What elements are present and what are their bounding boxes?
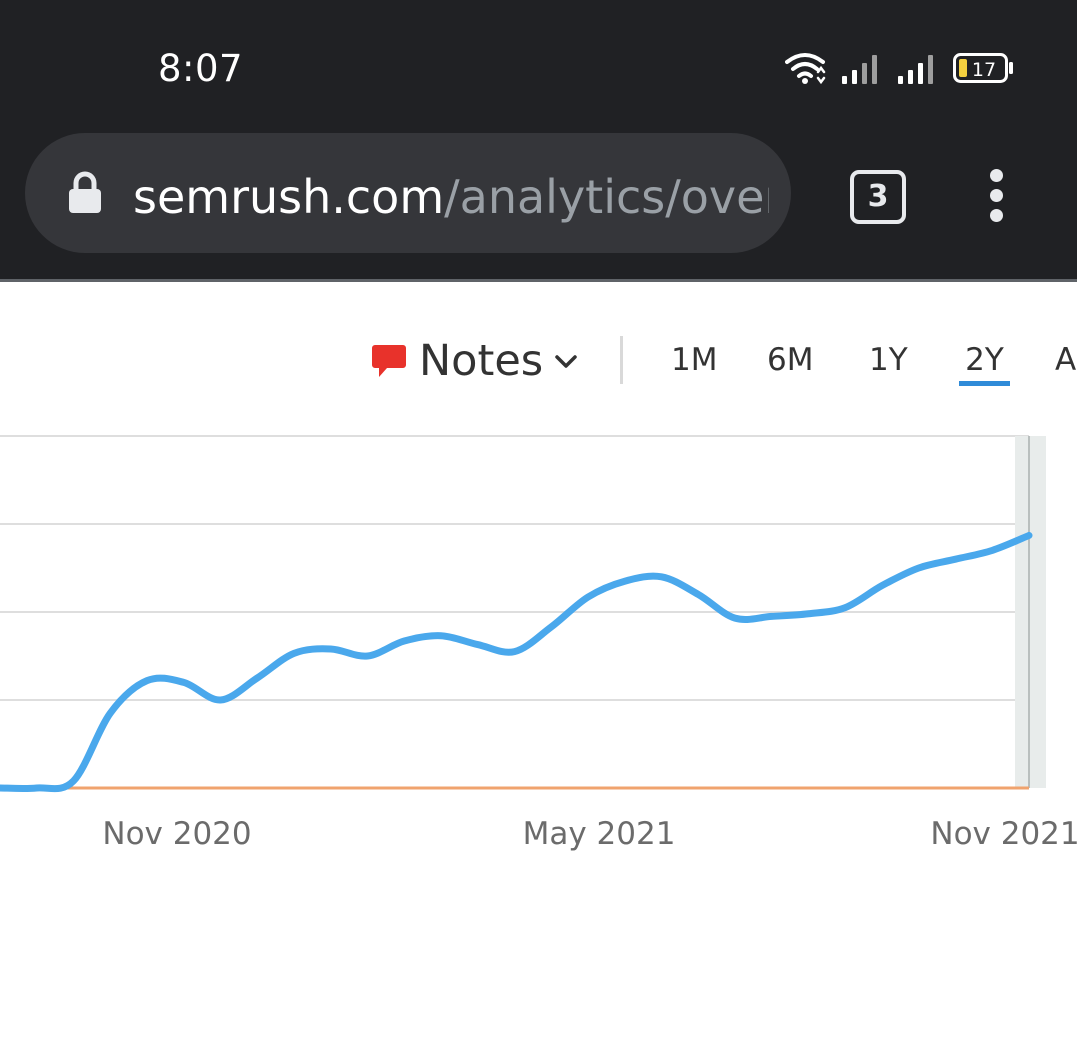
period-all[interactable]: A bbox=[1055, 342, 1077, 378]
period-2y[interactable]: 2Y bbox=[959, 342, 1010, 386]
url-text[interactable]: semrush.com/analytics/overv bbox=[133, 167, 769, 227]
period-6m[interactable]: 6M bbox=[767, 342, 814, 378]
wifi-icon bbox=[785, 53, 826, 85]
toolbar-divider bbox=[0, 279, 1077, 282]
system-icons bbox=[785, 53, 933, 85]
battery-icon: 17 bbox=[953, 53, 1013, 83]
x-tick-label: Nov 2020 bbox=[102, 816, 251, 852]
chart-hover-band bbox=[1015, 436, 1046, 788]
signal-icon-2 bbox=[898, 55, 933, 84]
notes-icon bbox=[372, 345, 406, 377]
chevron-down-icon bbox=[555, 355, 577, 368]
menu-dot-icon bbox=[989, 209, 1003, 222]
x-tick-label: May 2021 bbox=[523, 816, 676, 852]
period-1m[interactable]: 1M bbox=[671, 342, 718, 378]
browser-toolbar: semrush.com/analytics/overv 3 bbox=[0, 133, 1077, 279]
battery-level: 17 bbox=[972, 59, 996, 81]
traffic-chart: Nov 2020 May 2021 Nov 2021 bbox=[0, 435, 1077, 852]
menu-dot-icon bbox=[989, 189, 1003, 202]
url-path: /analytics/overv bbox=[444, 170, 769, 224]
url-host: semrush.com bbox=[133, 170, 445, 224]
status-bar: 8:07 17 bbox=[0, 0, 1077, 133]
tab-switcher-button[interactable]: 3 bbox=[850, 170, 906, 224]
lock-icon bbox=[69, 171, 101, 213]
x-tick-label: Nov 2021 bbox=[930, 816, 1077, 852]
notes-label: Notes bbox=[419, 336, 544, 386]
notes-dropdown[interactable]: Notes bbox=[371, 336, 579, 386]
x-axis-ticks: Nov 2020 May 2021 Nov 2021 bbox=[102, 816, 1077, 852]
toolbar-separator bbox=[620, 336, 623, 384]
status-time: 8:07 bbox=[158, 47, 244, 90]
chart-grid bbox=[0, 435, 1029, 789]
overflow-menu-button[interactable] bbox=[983, 169, 1009, 223]
period-1y[interactable]: 1Y bbox=[869, 342, 908, 378]
address-bar[interactable]: semrush.com/analytics/overv bbox=[25, 133, 791, 253]
signal-icon-1 bbox=[842, 55, 877, 84]
chart-series-line bbox=[0, 531, 1033, 793]
menu-dot-icon bbox=[989, 169, 1003, 182]
